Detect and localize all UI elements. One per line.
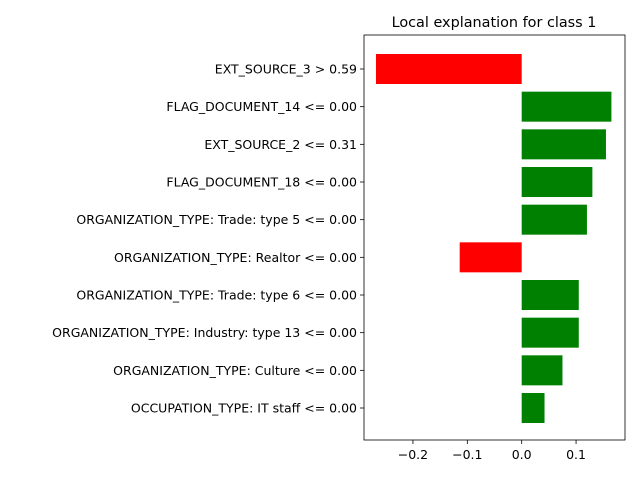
bar-ext-source-3-0-59 <box>375 54 522 84</box>
x-tick-label: 0.1 <box>566 447 586 462</box>
bar-organization-type-industry-type-13-0-00 <box>521 317 579 348</box>
y-tick-label: FLAG_DOCUMENT_18 <= 0.00 <box>166 175 357 190</box>
y-tick-label: ORGANIZATION_TYPE: Trade: type 6 <= 0.00 <box>76 288 357 303</box>
axes-frame <box>363 34 626 441</box>
y-tick-label: ORGANIZATION_TYPE: Trade: type 5 <= 0.00 <box>76 212 357 227</box>
bar-flag-document-14-0-00 <box>521 91 612 122</box>
x-tick-label: 0.0 <box>512 447 532 462</box>
y-tick-label: ORGANIZATION_TYPE: Industry: type 13 <= … <box>52 325 357 340</box>
y-tick-label: ORGANIZATION_TYPE: Culture <= 0.00 <box>113 363 357 378</box>
chart-title: Local explanation for class 1 <box>392 15 597 31</box>
bar-ext-source-2-0-31 <box>521 129 606 160</box>
y-tick-label: OCCUPATION_TYPE: IT staff <= 0.00 <box>131 401 357 416</box>
bar-organization-type-realtor-0-00 <box>459 242 522 273</box>
bar-flag-document-18-0-00 <box>521 167 593 197</box>
bar-occupation-type-it-staff-0-00 <box>521 393 545 423</box>
bar-organization-type-trade-type-6-0-00 <box>521 280 579 310</box>
y-tick-label: ORGANIZATION_TYPE: Realtor <= 0.00 <box>114 250 357 265</box>
x-tick-label: −0.1 <box>452 447 482 462</box>
bar-organization-type-trade-type-5-0-00 <box>521 204 587 235</box>
y-tick-label: EXT_SOURCE_2 <= 0.31 <box>204 137 357 152</box>
y-tick-label: FLAG_DOCUMENT_14 <= 0.00 <box>166 99 357 114</box>
x-tick-label: −0.2 <box>398 447 428 462</box>
x-ticks: −0.2 −0.1 0.0 0.1 <box>398 440 586 462</box>
y-tick-label: EXT_SOURCE_3 > 0.59 <box>215 62 357 77</box>
bars-group <box>375 54 612 423</box>
y-tick-labels: EXT_SOURCE_3 > 0.59 FLAG_DOCUMENT_14 <= 0… <box>52 62 364 416</box>
bar-organization-type-culture-0-00 <box>521 355 563 386</box>
